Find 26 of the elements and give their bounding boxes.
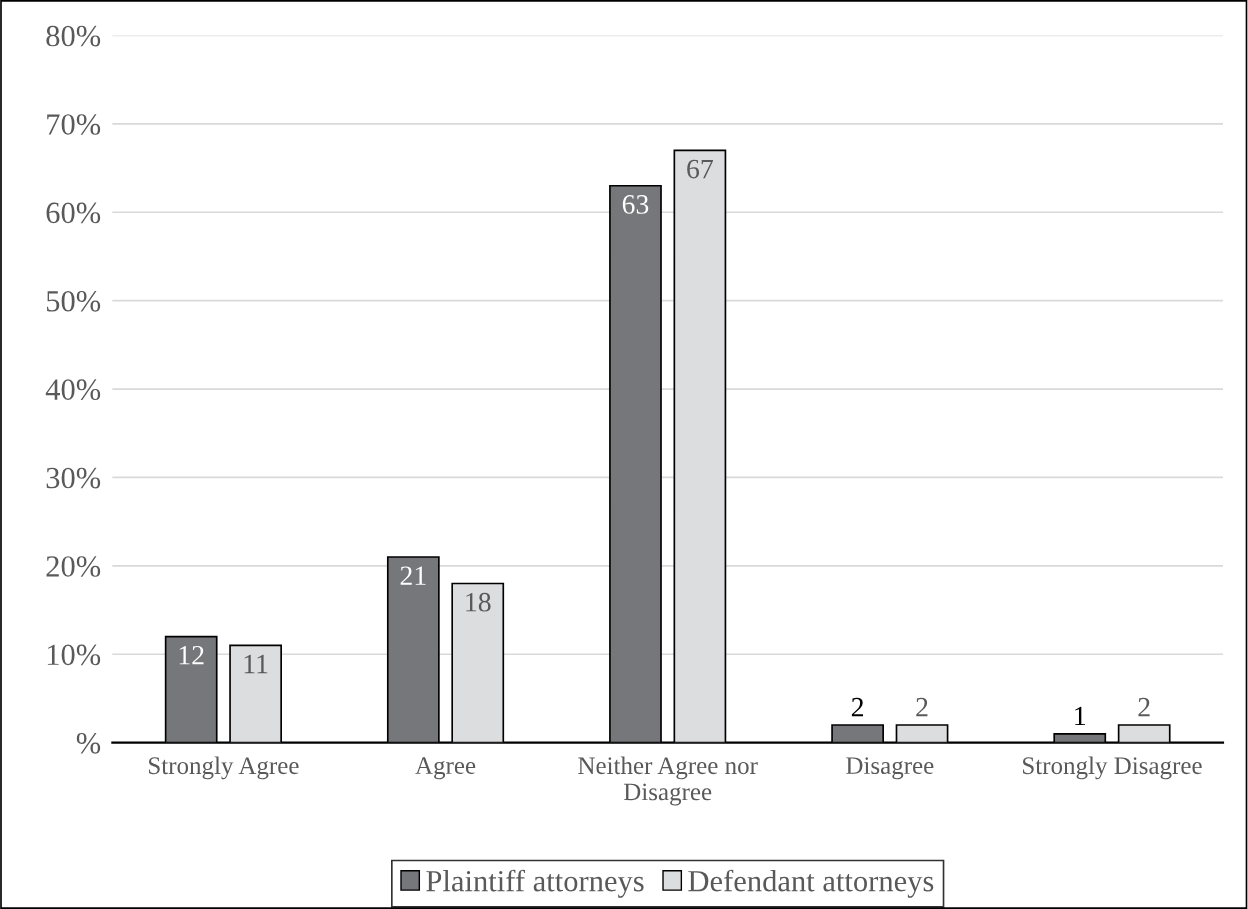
data-label: 18 bbox=[466, 592, 491, 612]
legend-label: Plaintiff attorneys bbox=[426, 869, 644, 898]
y-tick-label: 10% bbox=[47, 644, 101, 666]
data-label: 12 bbox=[179, 645, 204, 665]
x-tick-label: Agree bbox=[415, 757, 476, 780]
y-tick-label: 70% bbox=[47, 114, 101, 135]
x-tick-label: Disagree bbox=[846, 757, 934, 780]
y-tick-label: 60% bbox=[46, 202, 101, 224]
y-tick-label: 80% bbox=[46, 25, 101, 47]
data-label: 67 bbox=[687, 159, 713, 179]
data-label: 2 bbox=[851, 697, 864, 717]
y-tick-label: 30% bbox=[46, 467, 101, 489]
data-label: 2 bbox=[916, 697, 928, 717]
y-tick-label: 40% bbox=[45, 379, 101, 401]
data-label: 2 bbox=[1138, 697, 1150, 717]
data-label: 63 bbox=[622, 195, 649, 214]
legend-label: Defendant attorneys bbox=[688, 869, 934, 898]
x-tick-label: Neither Agree nor Disagree bbox=[578, 756, 758, 806]
y-tick-label: 20% bbox=[46, 556, 101, 577]
data-label: 21 bbox=[400, 566, 426, 585]
y-tick-label: % bbox=[76, 732, 101, 754]
y-tick-label: 50% bbox=[46, 290, 101, 312]
x-tick-label: Strongly Agree bbox=[149, 756, 299, 780]
x-tick-label: Strongly Disagree bbox=[1023, 756, 1202, 780]
data-label: 1 bbox=[1075, 706, 1086, 726]
data-label: 11 bbox=[244, 654, 268, 674]
